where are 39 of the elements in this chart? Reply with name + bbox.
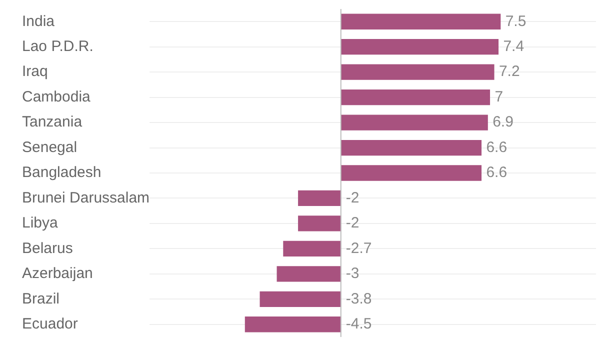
bar [340,64,494,80]
data-label: -2 [346,189,360,206]
bar [340,89,490,106]
y-tick-label: Lao P.D.R. [22,38,94,55]
bar [298,216,342,232]
y-tick-label: Senegal [22,138,78,156]
y-tick-label: Azerbaijan [22,265,93,282]
data-label: -3.8 [346,290,372,308]
bar [283,240,342,257]
y-tick-label: India [22,12,56,30]
data-label: -2 [346,214,360,232]
bar [340,114,488,130]
bar [298,190,342,206]
y-tick-label: Libya [22,214,59,232]
bar [340,14,501,30]
bar [244,316,342,332]
y-tick-label: Iraq [22,63,48,80]
data-label: 7.2 [498,63,520,80]
bar [260,291,342,307]
bar [340,165,482,181]
bar [340,140,482,156]
data-label: 6.9 [492,114,514,131]
data-label: 6.6 [486,164,508,182]
y-tick-label: Ecuador [22,316,78,333]
y-tick-label: Brunei Darussalam [22,189,150,206]
data-label: 7 [494,88,504,106]
bar [276,266,342,282]
data-label: -4.5 [346,316,372,333]
data-label: -2.7 [346,240,372,257]
y-tick-label: Tanzania [22,114,83,131]
y-tick-label: Brazil [22,290,60,308]
data-label: -3 [346,265,360,282]
y-tick-label: Bangladesh [22,164,102,182]
data-label: 7.4 [503,38,524,55]
data-label: 7.5 [505,12,526,30]
data-label: 6.6 [486,138,508,156]
bar [340,39,499,55]
y-tick-label: Cambodia [22,88,92,106]
y-tick-label: Belarus [22,240,73,257]
